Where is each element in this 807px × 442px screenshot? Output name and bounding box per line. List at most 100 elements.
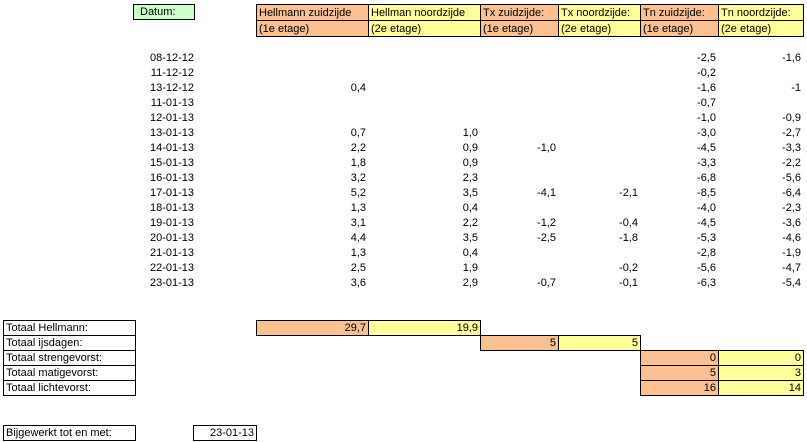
date: 13-12-12	[149, 82, 194, 94]
value: 0,9	[462, 142, 478, 154]
total-value: 0	[640, 350, 719, 366]
value: 0,7	[350, 127, 366, 139]
column-subtitle: (2e etage)	[368, 20, 481, 37]
value: -6,8	[697, 172, 716, 184]
value: -3,3	[697, 157, 716, 169]
value: -3,6	[782, 217, 801, 229]
value: -2,1	[619, 187, 638, 199]
value: -1	[791, 82, 801, 94]
column-subtitle: (2e etage)	[558, 20, 641, 37]
value: -0,7	[537, 277, 556, 289]
date: 14-01-13	[149, 142, 194, 154]
total-value: 5	[480, 335, 559, 351]
value: -4,5	[697, 217, 716, 229]
value: -4,5	[697, 142, 716, 154]
date: 22-01-13	[149, 262, 194, 274]
total-label: Totaal lichtevorst:	[3, 380, 136, 396]
total-label: Totaal Hellmann:	[3, 320, 136, 336]
value: -5,3	[697, 232, 716, 244]
value: -1,6	[782, 52, 801, 64]
value: -2,5	[697, 52, 716, 64]
value: -5,6	[782, 172, 801, 184]
total-label: Totaal matigevorst:	[3, 365, 136, 381]
value: -2,7	[782, 127, 801, 139]
value: 5,2	[350, 187, 366, 199]
column-title: Tn noordzijde:	[718, 4, 804, 21]
total-value: 14	[718, 380, 804, 396]
value: 2,9	[462, 277, 478, 289]
column-title: Tx zuidzijde:	[480, 4, 559, 21]
column-title: Tx noordzijde:	[558, 4, 641, 21]
date: 23-01-13	[149, 277, 194, 289]
value: -2,8	[697, 247, 716, 259]
value: -3,3	[782, 142, 801, 154]
date: 11-01-13	[150, 97, 194, 109]
value: -0,1	[619, 277, 638, 289]
total-value: 5	[640, 365, 719, 381]
value: 2,2	[350, 142, 366, 154]
total-value: 19,9	[368, 320, 481, 336]
value: -0,4	[619, 217, 638, 229]
total-value: 5	[558, 335, 641, 351]
column-subtitle: (1e etage)	[256, 20, 369, 37]
value: 1,0	[462, 127, 478, 139]
value: 0,4	[462, 247, 478, 259]
value: 3,6	[350, 277, 366, 289]
value: 3,5	[462, 187, 478, 199]
value: -6,3	[697, 277, 716, 289]
value: -0,2	[619, 262, 638, 274]
value: 3,2	[350, 172, 366, 184]
value: 1,8	[350, 157, 366, 169]
value: 4,4	[350, 232, 366, 244]
value: -1,9	[782, 247, 801, 259]
value: 1,9	[462, 262, 478, 274]
value: -1,8	[619, 232, 638, 244]
value: -8,5	[697, 187, 716, 199]
date: 20-01-13	[149, 232, 194, 244]
column-title: Tn zuidzijde:	[640, 4, 719, 21]
column-title: Hellman noordzijde	[368, 4, 481, 21]
value: -1,0	[537, 142, 556, 154]
column-title: Hellmann zuidzijde	[256, 4, 369, 21]
date: 18-01-13	[149, 202, 194, 214]
value: 2,3	[462, 172, 478, 184]
value: -5,6	[697, 262, 716, 274]
value: 2,2	[462, 217, 478, 229]
value: 3,5	[462, 232, 478, 244]
updated-date: 23-01-13	[193, 425, 257, 441]
value: 2,5	[350, 262, 366, 274]
updated-label: Bijgewerkt tot en met:	[3, 425, 136, 441]
column-subtitle: (1e etage)	[640, 20, 719, 37]
value: -1,0	[697, 112, 716, 124]
value: -0,2	[697, 67, 716, 79]
value: -0,7	[697, 97, 716, 109]
date: 11-12-12	[150, 67, 194, 79]
date: 16-01-13	[149, 172, 194, 184]
column-subtitle: (1e etage)	[480, 20, 559, 37]
value: 0,9	[462, 157, 478, 169]
value: -0,9	[782, 112, 801, 124]
value: 0,4	[350, 82, 366, 94]
value: 0,4	[462, 202, 478, 214]
value: -4,1	[537, 187, 556, 199]
value: -4,7	[782, 262, 801, 274]
value: -6,4	[782, 187, 801, 199]
value: -2,5	[537, 232, 556, 244]
total-label: Totaal strengevorst:	[3, 350, 136, 366]
date: 15-01-13	[149, 157, 194, 169]
value: -1,6	[697, 82, 716, 94]
value: 3,1	[350, 217, 366, 229]
total-label: Totaal ijsdagen:	[3, 335, 136, 351]
date: 21-01-13	[149, 247, 194, 259]
value: -2,2	[782, 157, 801, 169]
column-subtitle: (2e etage)	[718, 20, 804, 37]
date: 13-01-13	[149, 127, 194, 139]
date: 19-01-13	[149, 217, 194, 229]
value: -1,2	[537, 217, 556, 229]
value: 1,3	[350, 202, 366, 214]
date: 08-12-12	[149, 52, 194, 64]
value: -4,6	[782, 232, 801, 244]
total-value: 3	[718, 365, 804, 381]
total-value: 0	[718, 350, 804, 366]
